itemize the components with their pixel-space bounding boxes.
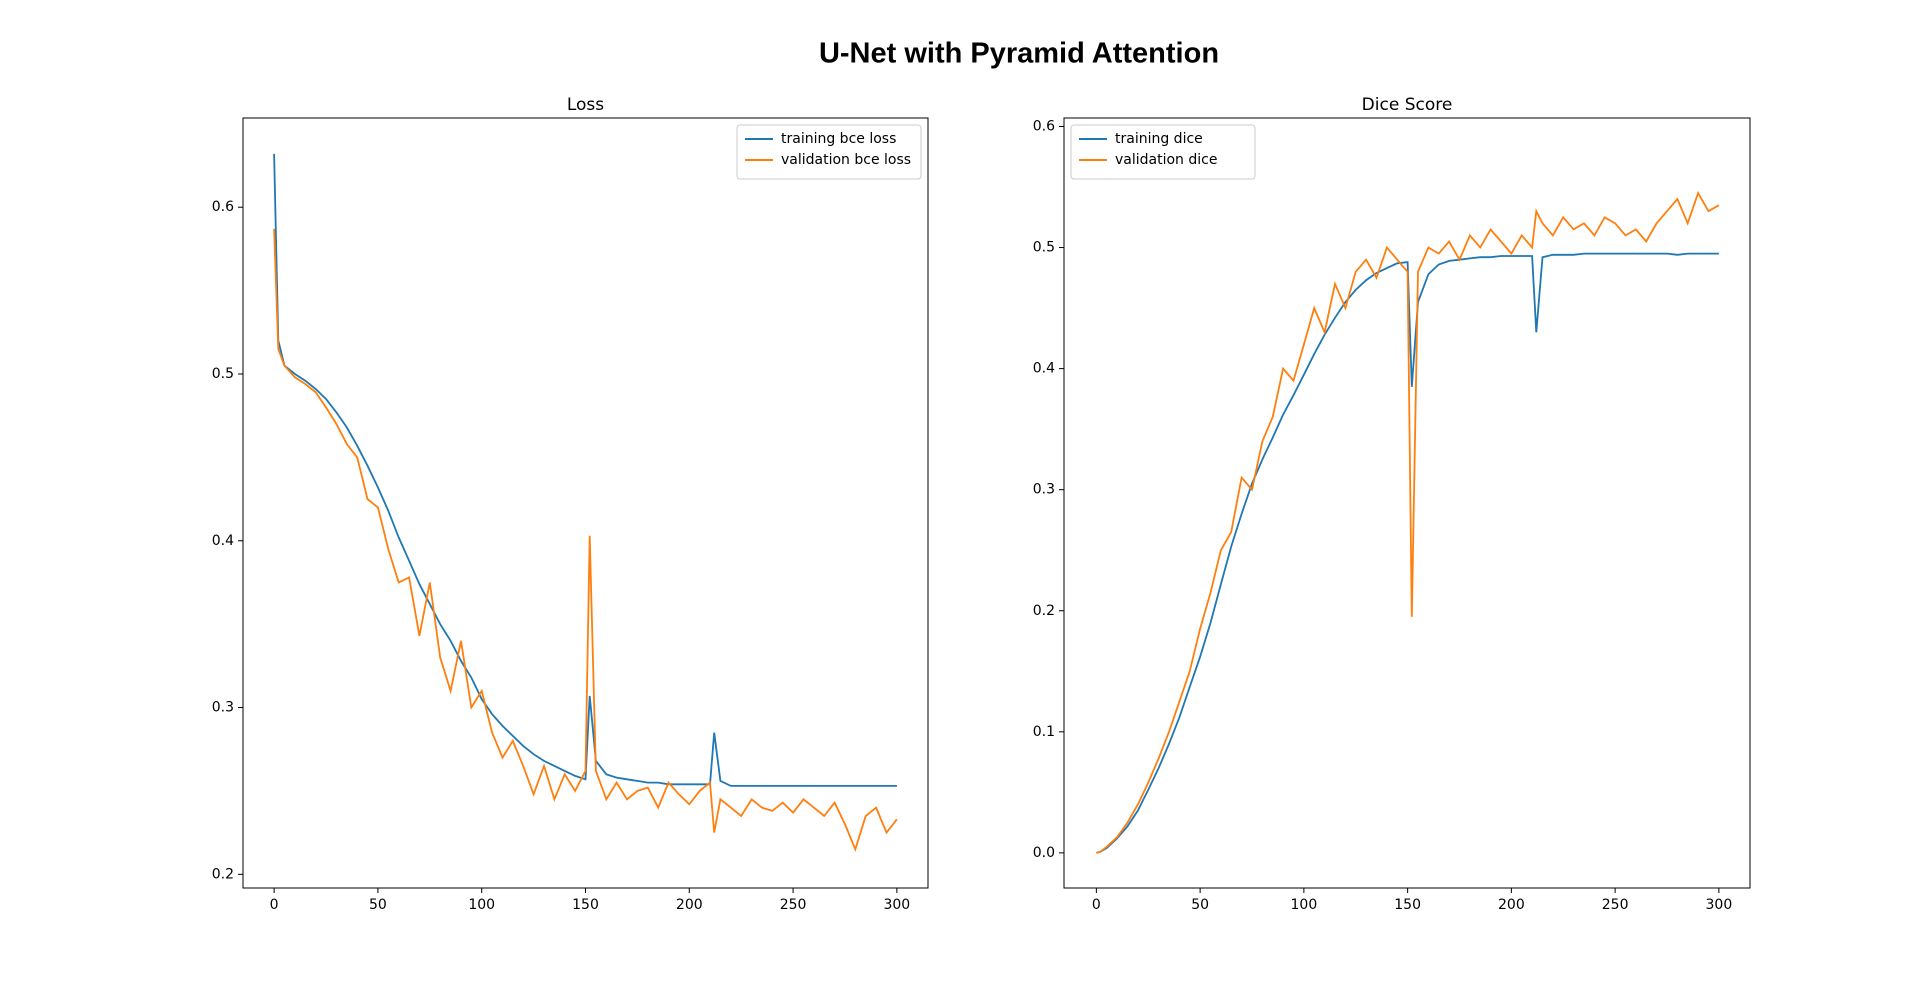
x-tick-label: 250 [1602, 897, 1629, 913]
legend-label: validation bce loss [781, 152, 911, 168]
y-tick-label: 0.4 [212, 533, 234, 549]
data-line [273, 153, 897, 787]
chart-title: Dice Score [1362, 95, 1453, 115]
x-tick-label: 200 [676, 897, 703, 913]
x-tick-label: 50 [369, 897, 387, 913]
x-tick-label: 250 [780, 897, 807, 913]
legend-label: training bce loss [781, 131, 896, 147]
plot-frame [1063, 117, 1751, 889]
x-tick-label: 200 [1498, 897, 1525, 913]
y-tick-label: 0.2 [1033, 603, 1055, 619]
x-tick-label: 0 [270, 897, 279, 913]
y-tick-label: 0.4 [1033, 361, 1055, 377]
x-tick-label: 150 [1394, 897, 1421, 913]
y-tick-label: 0.1 [1033, 724, 1055, 740]
y-tick-label: 0.6 [1033, 118, 1055, 134]
data-line [273, 228, 898, 852]
legend-box [1070, 124, 1256, 180]
y-tick-label: 0.2 [212, 866, 234, 882]
data-line [1096, 190, 1720, 854]
x-tick-label: 50 [1191, 897, 1209, 913]
legend-label: training dice [1115, 131, 1203, 147]
y-tick-label: 0.5 [212, 366, 234, 382]
x-tick-label: 100 [1291, 897, 1318, 913]
figure-title: U-Net with Pyramid Attention [819, 38, 1219, 70]
data-line [1096, 252, 1719, 854]
y-tick-label: 0.0 [1033, 845, 1055, 861]
y-tick-label: 0.3 [212, 700, 234, 716]
plot-frame [242, 117, 929, 889]
y-tick-label: 0.6 [212, 199, 234, 215]
x-tick-label: 0 [1092, 897, 1101, 913]
x-tick-label: 150 [572, 897, 599, 913]
y-tick-label: 0.5 [1033, 240, 1055, 256]
legend-label: validation dice [1115, 152, 1217, 168]
x-tick-label: 300 [883, 897, 910, 913]
y-tick-label: 0.3 [1033, 482, 1055, 498]
x-tick-label: 300 [1706, 897, 1733, 913]
x-tick-label: 100 [468, 897, 495, 913]
chart-title: Loss [567, 95, 604, 115]
legend-box [736, 124, 922, 180]
